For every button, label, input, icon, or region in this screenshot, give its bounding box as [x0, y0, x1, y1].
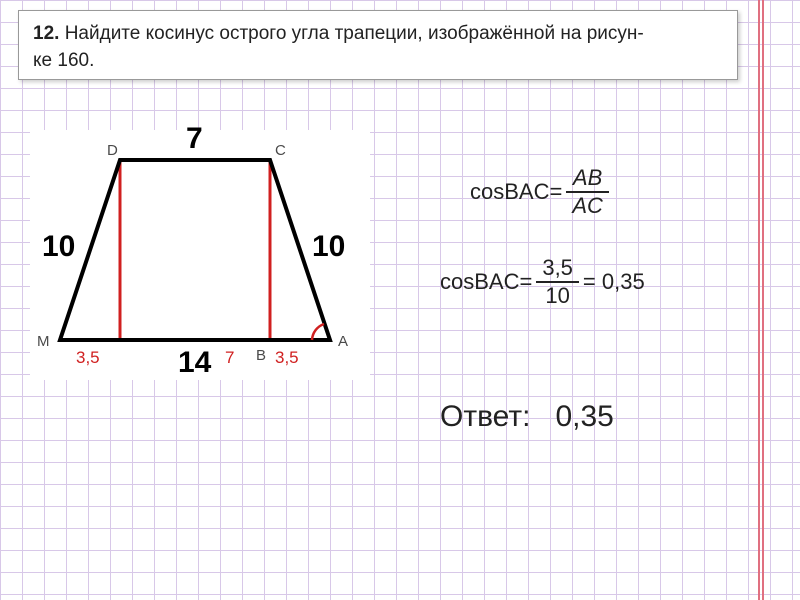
seg-left: 3,5 — [76, 348, 100, 368]
eq2-lhs: cosBAC= — [440, 269, 532, 295]
eq1-num: AB — [567, 165, 608, 191]
margin-line-1 — [758, 0, 760, 600]
side-bottom: 14 — [178, 346, 211, 380]
answer-label: Ответ: — [440, 400, 530, 433]
angle-arc — [312, 324, 324, 340]
problem-text-2: ке 160. — [33, 50, 94, 71]
eq1-fraction: AB AC — [566, 165, 609, 219]
seg-right: 3,5 — [275, 348, 299, 368]
side-left: 10 — [42, 230, 75, 264]
eq1-lhs: cosBAC= — [470, 179, 562, 205]
eq2-num: 3,5 — [536, 255, 579, 281]
vertex-b: B — [256, 347, 266, 364]
geometry-figure: D C M A B 7 10 10 14 3,5 7 3,5 — [30, 130, 370, 380]
vertex-m: M — [37, 333, 50, 350]
trapezoid-outline — [60, 160, 330, 340]
vertex-a: A — [338, 333, 348, 350]
eq2-result: = 0,35 — [583, 269, 645, 295]
answer-line: Ответ: 0,35 — [440, 400, 614, 434]
problem-statement-box: 12. Найдите косинус острого угла трапеци… — [18, 10, 738, 80]
answer-value: 0,35 — [555, 400, 613, 433]
eq2-fraction: 3,5 10 — [536, 255, 579, 309]
vertex-c: C — [275, 142, 286, 159]
equation-1: cosBAC= AB AC — [470, 165, 613, 219]
side-right: 10 — [312, 230, 345, 264]
eq1-den: AC — [566, 193, 609, 219]
seg-mid: 7 — [225, 348, 234, 368]
eq2-den: 10 — [539, 283, 575, 309]
problem-number: 12. — [33, 23, 59, 44]
side-top: 7 — [186, 122, 203, 156]
problem-text-1: Найдите косинус острого угла трапеции, и… — [65, 23, 644, 44]
margin-line-2 — [762, 0, 764, 600]
equation-2: cosBAC= 3,5 10 = 0,35 — [440, 255, 645, 309]
vertex-d: D — [107, 142, 118, 159]
